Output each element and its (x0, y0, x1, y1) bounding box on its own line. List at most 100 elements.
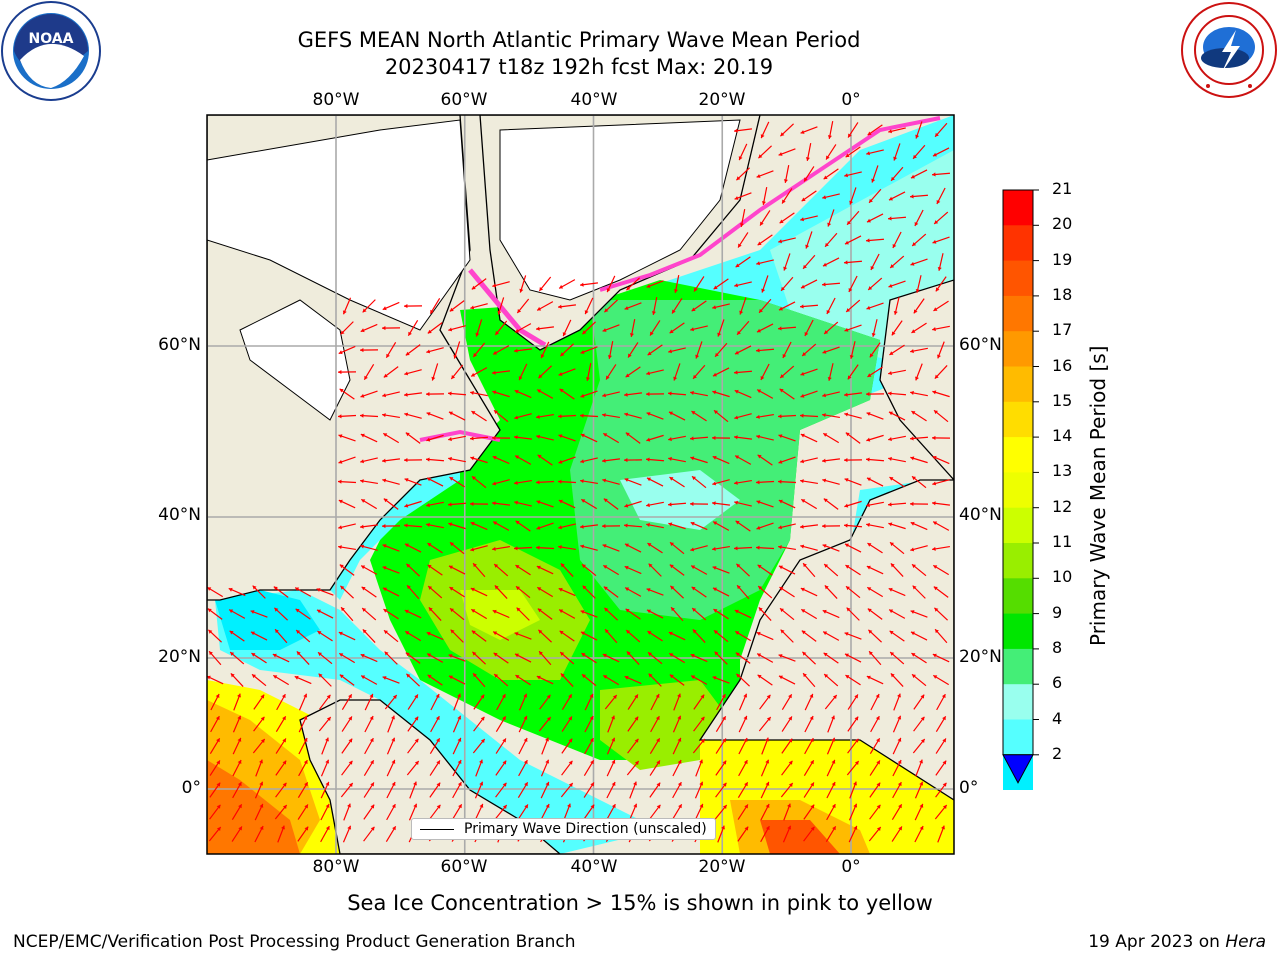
wave-arrowhead (386, 353, 390, 358)
wave-arrowhead (237, 759, 242, 764)
wave-arrowhead (603, 675, 608, 679)
wave-arrowhead (668, 349, 673, 354)
wave-arrowhead (624, 543, 629, 548)
wave-arrowhead (514, 348, 518, 353)
wave-arrowhead (604, 308, 609, 313)
wave-arrowhead (803, 673, 807, 678)
wave-arrowhead (472, 651, 477, 656)
wave-arrowhead (875, 693, 880, 698)
wave-arrowhead (692, 608, 697, 612)
wave-arrowhead (678, 804, 682, 809)
wave-arrowhead (404, 523, 408, 528)
wave-arrowhead (448, 327, 453, 332)
wave-arrowhead (470, 587, 475, 592)
wave-arrowhead (382, 478, 387, 483)
wave-arrowhead (360, 328, 365, 333)
wave-arrowhead (668, 437, 672, 442)
ocean-region (620, 470, 740, 530)
wave-arrowhead (677, 737, 682, 742)
wave-arrowhead (273, 675, 278, 679)
wave-arrowhead (611, 804, 616, 809)
wave-arrowhead (457, 737, 462, 742)
wave-arrowhead (558, 545, 562, 550)
wave-arrowhead (405, 631, 410, 635)
wave-arrowhead (845, 565, 850, 569)
wave-arrowhead (382, 566, 387, 570)
wave-arrowhead (634, 761, 639, 765)
wave-arrowhead (369, 693, 374, 698)
wave-arrowhead (822, 349, 827, 354)
colorbar-segment (1003, 190, 1033, 226)
wave-arrowhead (436, 782, 441, 787)
wave-arrowhead (735, 520, 740, 525)
wave-arrowhead (734, 500, 739, 505)
wave-arrowhead (897, 715, 902, 720)
wave-arrowhead (910, 349, 914, 354)
colorbar-tick-label: 17 (1052, 320, 1073, 340)
wave-arrowhead (712, 587, 717, 592)
wave-arrowhead (427, 543, 432, 547)
wave-arrowhead (736, 673, 741, 678)
wave-arrowhead (822, 609, 827, 614)
wave-arrowhead (714, 651, 719, 656)
wave-arrowhead (275, 629, 279, 634)
wave-arrowhead (822, 262, 827, 267)
wave-arrowhead (760, 376, 765, 381)
wave-arrowhead (448, 522, 453, 527)
colorbar-segment (1003, 613, 1033, 650)
wave-arrowhead (757, 454, 762, 459)
wave-arrowhead (722, 805, 727, 809)
wave-arrowhead (480, 694, 485, 699)
wave-arrowhead (607, 355, 612, 359)
wave-arrowhead (888, 283, 893, 288)
wave-arrowhead (282, 805, 287, 809)
wave-arrowhead (362, 608, 367, 612)
wave-arrowhead (339, 388, 344, 393)
wave-arrowhead (272, 653, 277, 658)
wave-arrowhead (611, 715, 615, 720)
wave-arrowhead (693, 374, 697, 379)
wave-arrowhead (891, 176, 895, 181)
wave-arrowhead (897, 737, 902, 742)
lon-tick-top: 80°W (312, 90, 360, 110)
wave-arrowhead (348, 694, 352, 699)
wave-arrowhead (888, 437, 892, 442)
ocean-field (207, 115, 954, 854)
wave-arrowhead (471, 411, 476, 415)
wave-arrowhead (494, 585, 499, 590)
wave-arrowhead (448, 391, 452, 396)
wave-arrowhead (671, 607, 675, 612)
wave-arrowhead (580, 524, 584, 529)
wave-arrowhead (869, 651, 873, 656)
wave-arrowhead (778, 459, 783, 464)
wave-arrowhead (866, 151, 871, 156)
wave-arrowhead (339, 564, 344, 569)
wave-arrowhead (361, 675, 366, 680)
colorbar-segment (1003, 295, 1033, 332)
wave-arrowhead (692, 476, 696, 481)
wave-arrowhead (590, 804, 595, 809)
wave-arrowhead (479, 781, 484, 786)
wave-arrowhead (492, 609, 497, 614)
wave-arrowhead (414, 738, 419, 743)
wave-arrowhead (910, 610, 915, 614)
wave-arrowhead (362, 629, 367, 634)
map-frame (206, 114, 955, 855)
wave-arrowhead (426, 457, 430, 462)
wave-arrowhead (783, 266, 788, 271)
land-masses (207, 115, 954, 854)
wave-arrowhead (735, 652, 740, 657)
wave-arrowhead (800, 524, 804, 529)
wave-arrowhead (590, 782, 594, 787)
wave-arrowhead (582, 674, 586, 679)
wave-arrowhead (369, 715, 374, 720)
wave-arrowhead (558, 434, 563, 439)
wave-arrowhead (428, 607, 433, 612)
wave-arrowhead (215, 693, 220, 698)
wave-arrowhead (519, 288, 524, 293)
wave-arrowhead (844, 543, 849, 548)
wave-arrowhead (888, 502, 892, 507)
wave-arrowhead (361, 586, 366, 591)
wave-arrowhead (912, 674, 916, 679)
wave-arrowhead (624, 503, 629, 508)
